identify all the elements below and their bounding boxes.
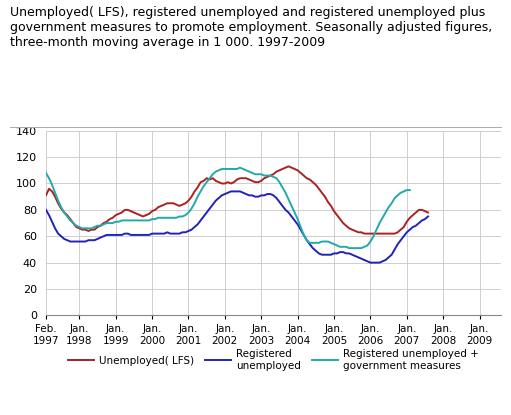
Legend: Unemployed( LFS), Registered
unemployed, Registered unemployed +
government meas: Unemployed( LFS), Registered unemployed,… xyxy=(64,345,483,375)
Text: Unemployed( LFS), registered unemployed and registered unemployed plus
governmen: Unemployed( LFS), registered unemployed … xyxy=(10,6,493,49)
